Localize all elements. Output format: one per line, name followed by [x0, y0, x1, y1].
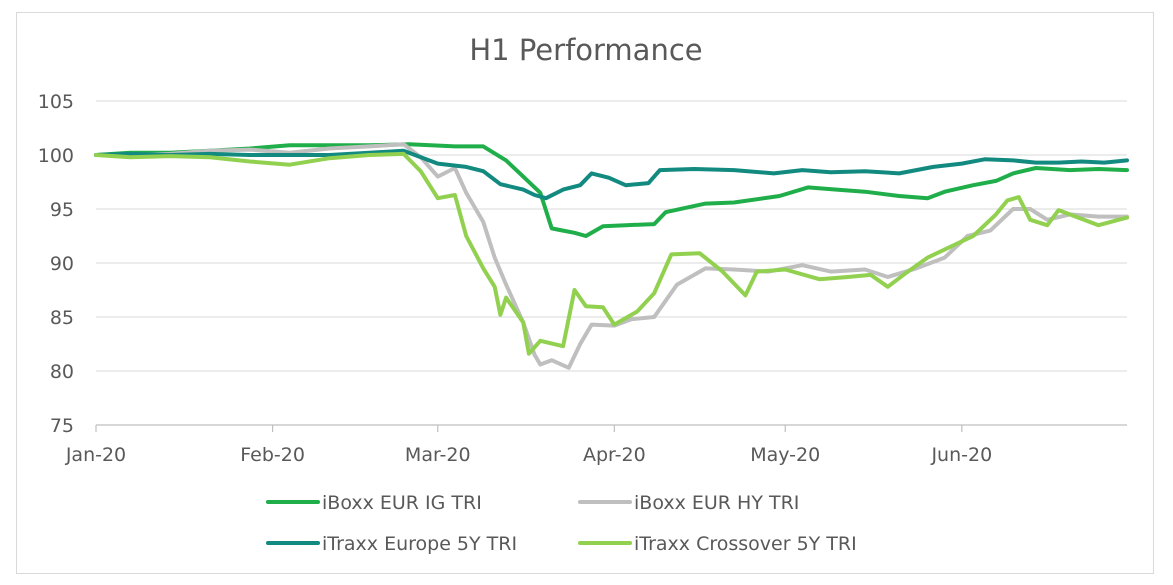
y-tick-label: 95: [50, 199, 74, 221]
series-lines: [94, 142, 1129, 370]
x-axis-ticks: Jan-20 Feb-20 Mar-20 Apr-20 May-20 Jun-20: [65, 425, 992, 466]
legend-label: iBoxx EUR HY TRI: [634, 492, 799, 514]
legend-label: iTraxx Crossover 5Y TRI: [634, 533, 857, 555]
series-line-3: [94, 148, 1129, 201]
legend-label: iTraxx Europe 5Y TRI: [322, 533, 517, 555]
y-tick-label: 80: [50, 361, 74, 383]
x-tick-label: Jun-20: [930, 444, 992, 466]
x-tick-label: Mar-20: [405, 444, 471, 466]
x-tick-label: Jan-20: [65, 444, 126, 466]
y-tick-label: 90: [50, 253, 74, 275]
y-tick-label: 85: [50, 307, 74, 329]
x-tick-label: May-20: [750, 444, 820, 466]
x-tick-label: Apr-20: [583, 444, 646, 466]
y-tick-label: 75: [50, 415, 74, 437]
legend-label: iBoxx EUR IG TRI: [322, 492, 482, 514]
y-axis-ticks: 75 80 85 90 95 100 105: [38, 91, 74, 437]
series-line-1: [94, 142, 1129, 238]
chart-frame: [16, 12, 1154, 574]
chart-title: H1 Performance: [469, 33, 702, 67]
x-tick-label: Feb-20: [240, 444, 305, 466]
y-tick-label: 100: [38, 145, 74, 167]
series-line-4: [94, 151, 1129, 356]
y-tick-label: 105: [38, 91, 74, 113]
legend: iBoxx EUR IG TRI iBoxx EUR HY TRI iTraxx E…: [266, 492, 857, 555]
